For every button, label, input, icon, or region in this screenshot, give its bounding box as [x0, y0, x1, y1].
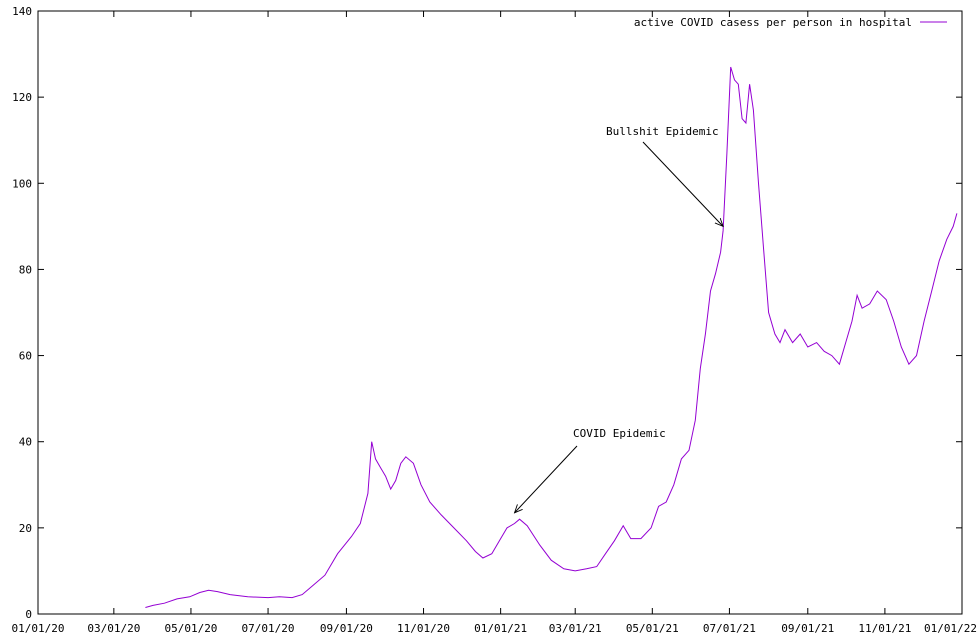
- plot-border: [37, 10, 963, 615]
- x-tick-label: 11/01/20: [397, 622, 450, 635]
- legend: active COVID casess per person in hospit…: [634, 16, 947, 29]
- x-tick-label: 09/01/20: [320, 622, 373, 635]
- y-tick-label: 80: [19, 263, 32, 276]
- x-tick-label: 07/01/21: [703, 622, 756, 635]
- x-tick-label: 07/01/20: [242, 622, 295, 635]
- annotation-arrow: [642, 141, 723, 226]
- series-layer: [145, 66, 958, 608]
- annotation-layer: COVID Epidemic Bullshit Epidemic: [515, 125, 724, 513]
- x-tick-label: 03/01/21: [549, 622, 602, 635]
- annotation-label: Bullshit Epidemic: [606, 125, 719, 138]
- x-tick-label: 01/01/21: [474, 622, 527, 635]
- x-tick-label: 03/01/20: [87, 622, 140, 635]
- y-tick-label: 100: [12, 177, 32, 190]
- x-tick-label: 01/01/20: [12, 622, 65, 635]
- y-tick-label: 40: [19, 436, 32, 449]
- y-tick-label: 140: [12, 5, 32, 18]
- y-axis: 0 20 40 60 80 100 120 140: [12, 5, 962, 621]
- x-tick-label: 09/01/21: [781, 622, 834, 635]
- annotation-arrow: [515, 445, 578, 513]
- x-tick-label: 01/01/22: [924, 622, 977, 635]
- y-tick-label: 20: [19, 522, 32, 535]
- y-tick-label: 120: [12, 91, 32, 104]
- x-tick-label: 11/01/21: [858, 622, 911, 635]
- y-tick-label: 60: [19, 350, 32, 363]
- x-axis: 01/01/20 03/01/20 05/01/20 07/01/20 09/01/20…: [12, 11, 977, 635]
- plot-frame: [37, 10, 963, 615]
- x-tick-label: 05/01/21: [626, 622, 679, 635]
- y-tick-label: 0: [25, 608, 32, 621]
- series-line: [145, 66, 958, 608]
- x-tick-label: 05/01/20: [164, 622, 217, 635]
- legend-label: active COVID casess per person in hospit…: [634, 16, 912, 29]
- annotation-label: COVID Epidemic: [573, 427, 666, 440]
